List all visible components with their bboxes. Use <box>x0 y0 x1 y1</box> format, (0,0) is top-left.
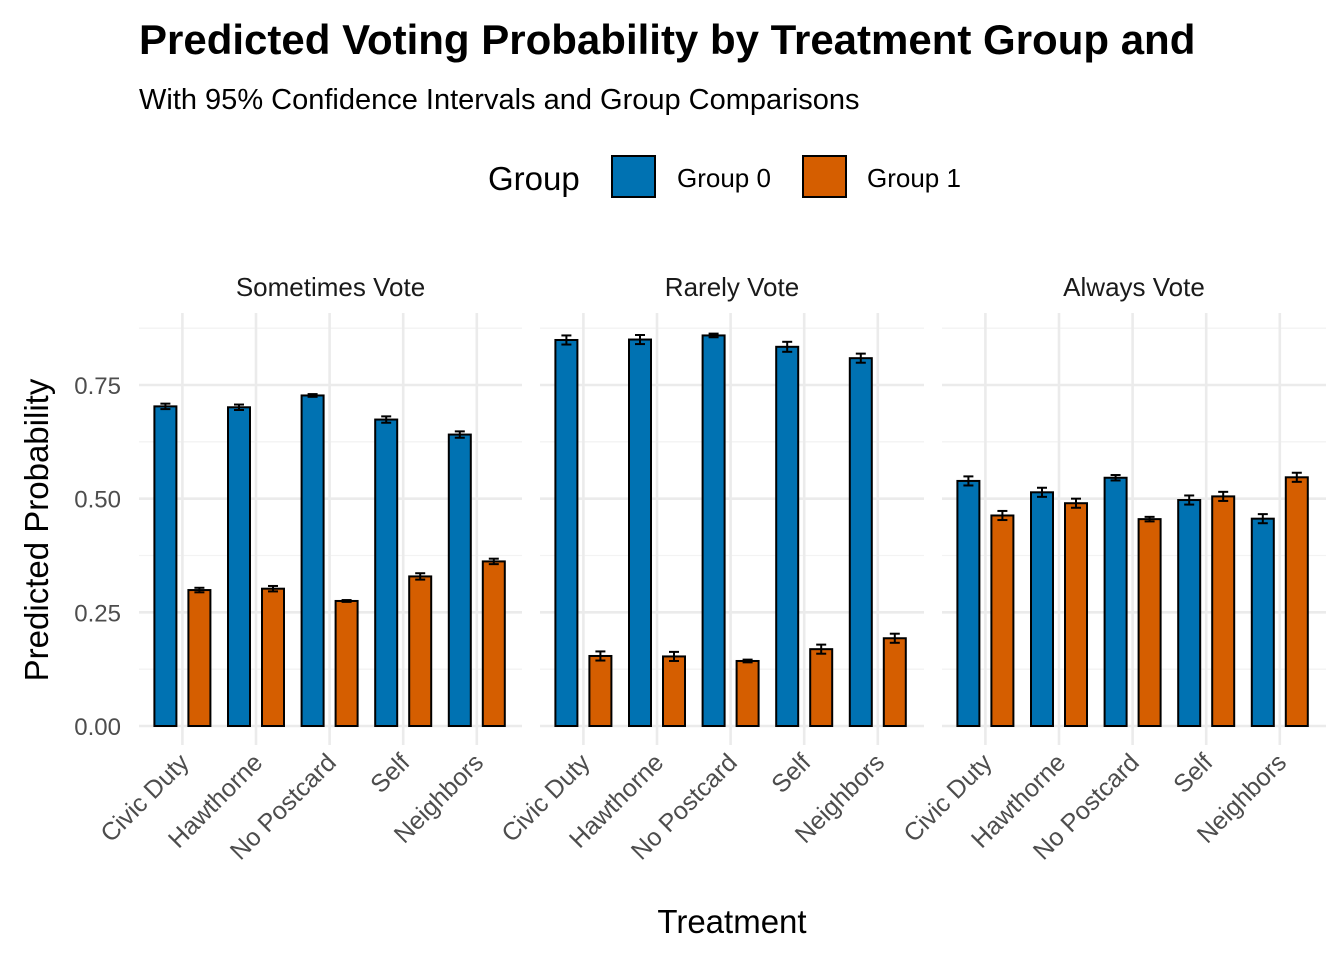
legend-label-group-0: Group 0 <box>677 163 771 193</box>
bar <box>884 638 906 726</box>
bar <box>1065 503 1087 726</box>
chart-title: Predicted Voting Probability by Treatmen… <box>139 16 1195 63</box>
y-tick-label: 0.00 <box>74 714 121 741</box>
bar <box>1031 492 1053 726</box>
legend-key-group-1 <box>803 156 846 197</box>
bar <box>483 561 505 726</box>
legend-title: Group <box>488 160 580 197</box>
bar <box>957 481 979 726</box>
bar <box>1252 519 1274 726</box>
bar <box>409 576 431 726</box>
bar <box>1105 478 1127 726</box>
bar <box>336 601 358 726</box>
x-tick-label: Self <box>1168 748 1218 798</box>
bar <box>449 435 471 726</box>
chart-subtitle: With 95% Confidence Intervals and Group … <box>139 84 860 116</box>
bar <box>663 656 685 726</box>
bar <box>776 347 798 726</box>
facet-label: Sometimes Vote <box>236 272 425 302</box>
x-tick-label: Self <box>365 748 415 798</box>
y-axis-title: Predicted Probability <box>18 378 55 681</box>
bar <box>810 649 832 726</box>
bar <box>154 406 176 726</box>
bar <box>262 589 284 726</box>
x-tick-label: Self <box>766 748 816 798</box>
legend-key-group-0 <box>612 156 655 197</box>
legend-label-group-1: Group 1 <box>867 163 961 193</box>
bar <box>1178 500 1200 726</box>
legend: Group Group 0 Group 1 <box>488 156 961 197</box>
y-tick-label: 0.50 <box>74 487 121 514</box>
y-tick-label: 0.75 <box>74 373 121 400</box>
bar <box>555 340 577 726</box>
bar <box>1212 496 1234 726</box>
x-axis-title: Treatment <box>657 903 806 940</box>
bar <box>1139 519 1161 726</box>
bar <box>302 395 324 726</box>
bar <box>703 335 725 726</box>
bar <box>991 515 1013 726</box>
bar <box>188 590 210 726</box>
bar <box>1286 477 1308 726</box>
facet-label: Always Vote <box>1063 272 1205 302</box>
bar <box>228 407 250 726</box>
bar <box>850 358 872 726</box>
bar <box>629 340 651 726</box>
y-tick-label: 0.25 <box>74 600 121 627</box>
bar <box>737 661 759 726</box>
facet-label: Rarely Vote <box>665 272 799 302</box>
bar <box>375 420 397 726</box>
bar <box>589 656 611 726</box>
